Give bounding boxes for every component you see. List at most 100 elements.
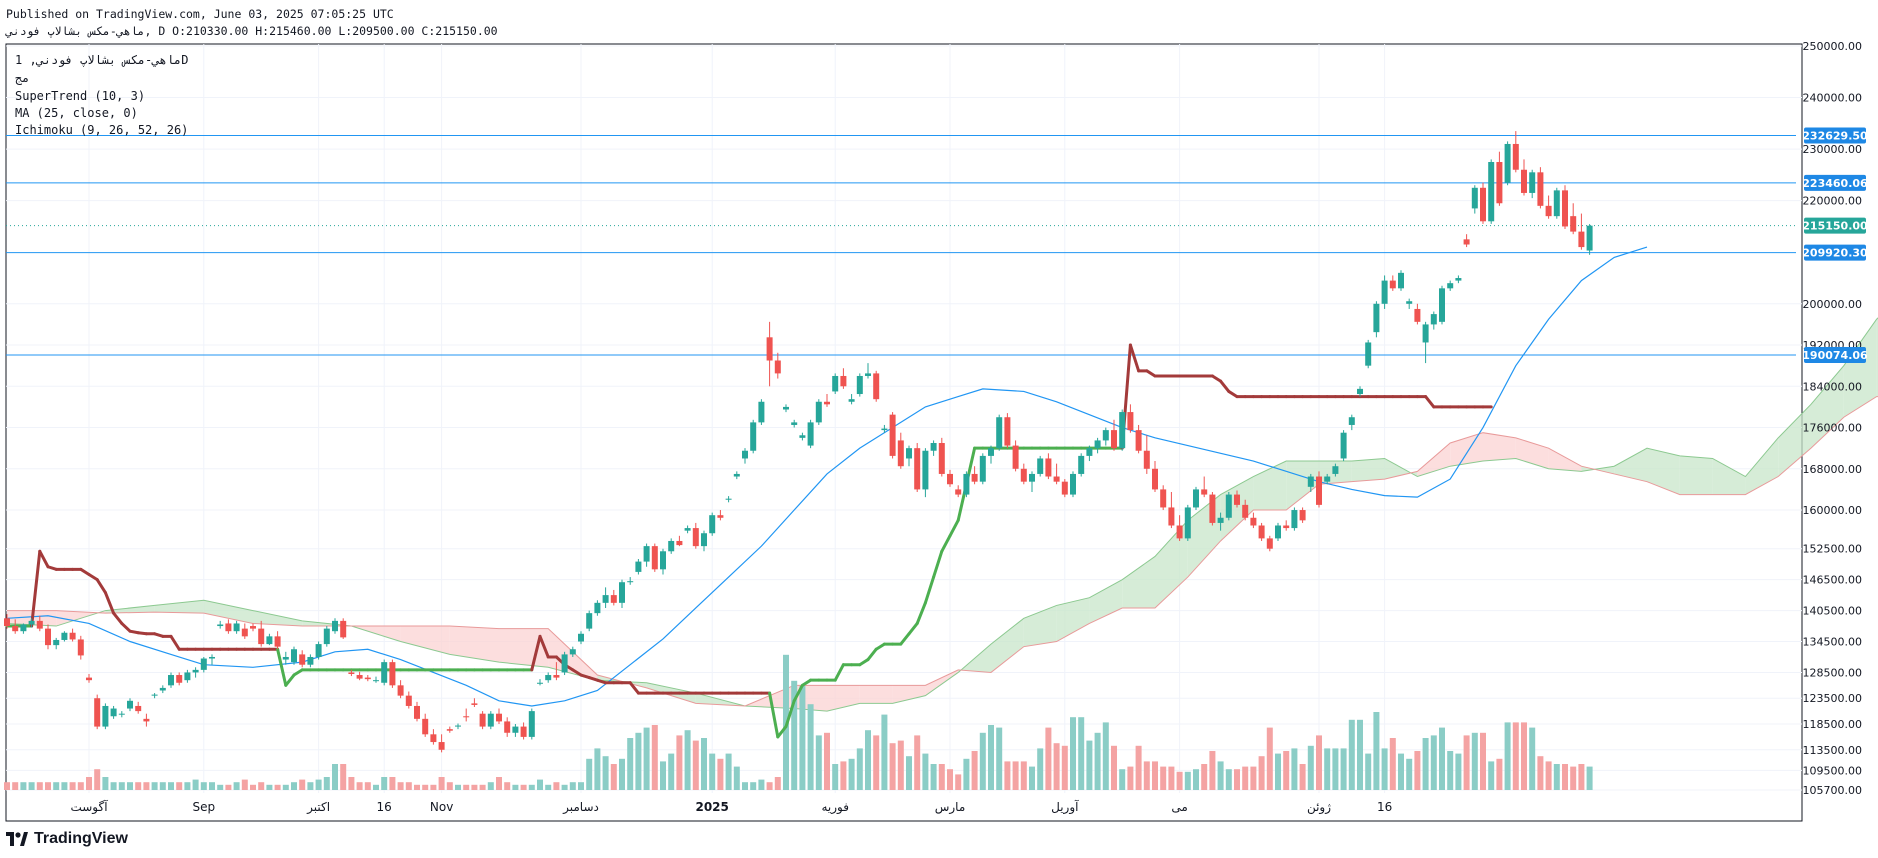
legend-supertrend: SuperTrend (10, 3) — [15, 89, 146, 103]
cloud-segment — [499, 628, 549, 668]
candle-body — [1324, 476, 1331, 482]
candle-body — [20, 624, 27, 632]
volume-bar — [1094, 732, 1101, 790]
supertrend-segment — [276, 647, 288, 687]
volume-bar — [1086, 740, 1093, 790]
candle-body — [569, 649, 576, 655]
volume-bar — [824, 732, 830, 790]
candle-body — [520, 726, 527, 737]
volume-bar — [20, 782, 27, 790]
cloud-span-a — [6, 317, 1878, 712]
volume-bar — [241, 779, 248, 790]
volume-bar — [176, 782, 183, 790]
volume-bar — [225, 784, 232, 790]
candle-body — [701, 533, 707, 547]
y-tick-label: 220000.00 — [1803, 195, 1863, 208]
supertrend-segment — [1210, 374, 1223, 383]
candle-body — [36, 620, 43, 629]
candle-body — [471, 703, 478, 705]
candles — [4, 131, 1593, 753]
x-axis: آگوست Sep اکتبر 16 Nov دسامبر 2025 فوریه مارس آور… — [70, 799, 1392, 815]
volume-bar — [1037, 748, 1044, 790]
candle-body — [594, 602, 601, 614]
ma-line — [6, 246, 1648, 707]
candle-body — [1037, 458, 1044, 474]
y-tick-label: 134500.00 — [1803, 636, 1863, 649]
candle-body — [1217, 517, 1224, 523]
supertrend-segment — [38, 549, 50, 569]
candle-body — [118, 713, 125, 715]
candle-body — [135, 705, 142, 712]
candle-body — [627, 581, 634, 583]
y-tick-label: 168000.00 — [1803, 463, 1863, 476]
volume-bar — [1406, 758, 1413, 790]
supertrend-segment — [940, 534, 952, 553]
candle-body — [602, 595, 609, 603]
supertrend-segment — [628, 681, 640, 695]
x-tick-label: ژوئن — [1307, 800, 1331, 815]
candle-body — [873, 373, 880, 400]
volume-bar — [922, 753, 929, 790]
candle-body — [233, 623, 240, 632]
candle-body — [381, 662, 388, 683]
candle-body — [717, 515, 724, 518]
candle-body — [192, 669, 199, 673]
supertrend-segment — [899, 632, 911, 646]
cloud-segment — [1351, 458, 1385, 482]
candle-body — [1430, 314, 1437, 325]
tradingview-logo[interactable]: TradingView — [6, 830, 128, 848]
volume-bar — [446, 782, 453, 790]
volume-bar — [914, 735, 921, 790]
candle-body — [1332, 466, 1339, 474]
x-tick-label: مارس — [935, 800, 966, 815]
volume-bar — [545, 784, 552, 790]
supertrend-segment — [120, 621, 132, 633]
candle-body — [151, 694, 158, 696]
candle-body — [1029, 473, 1035, 482]
x-tick-label: دسامبر — [562, 800, 599, 815]
volume-bar — [1045, 727, 1052, 790]
candle-body — [1373, 303, 1380, 333]
volume-bar — [897, 740, 904, 790]
volume-bar — [873, 735, 880, 790]
volume-bar — [1070, 717, 1076, 790]
candle-body — [815, 401, 822, 423]
cloud-segment — [1286, 461, 1319, 511]
volume-bar — [1266, 727, 1273, 790]
supertrend-segment — [1219, 379, 1231, 393]
volume-bar — [1537, 756, 1544, 790]
volume-bar — [701, 738, 707, 790]
cloud-segment — [105, 605, 155, 614]
volume-bar — [906, 756, 912, 790]
candle-body — [1012, 445, 1019, 469]
candle-body — [184, 672, 191, 681]
hline-price-label: 209920.30 — [1802, 247, 1868, 260]
supertrend-segment — [530, 634, 542, 672]
ohlc-line: ماهي-مكس بشالاپ فودني, D O:210330.00 H:2… — [6, 24, 498, 38]
candle-body — [947, 473, 953, 485]
candle-body — [733, 473, 740, 477]
volume-bar — [1275, 753, 1281, 790]
candle-body — [619, 582, 625, 603]
volume-bar — [340, 764, 347, 790]
volume-bar — [200, 782, 207, 790]
volume-bar — [348, 777, 355, 790]
volume-bar — [1545, 761, 1552, 790]
volume-bar — [102, 777, 109, 790]
candle-body — [127, 700, 133, 709]
volume-bar — [1250, 766, 1257, 790]
candle-body — [332, 620, 338, 632]
x-tick-label: Sep — [192, 800, 215, 814]
legend-exchange: مج — [15, 71, 30, 85]
candle-body — [1061, 481, 1068, 495]
candle-body — [438, 742, 445, 750]
cloud-segment — [1122, 556, 1155, 608]
y-tick-label: 109500.00 — [1803, 764, 1863, 777]
volume-bar — [1152, 761, 1158, 790]
volume-bar — [1119, 769, 1126, 790]
supertrend-segment — [800, 678, 813, 687]
volume-bar — [364, 782, 371, 790]
candle-body — [955, 489, 962, 495]
candle-body — [241, 628, 248, 637]
